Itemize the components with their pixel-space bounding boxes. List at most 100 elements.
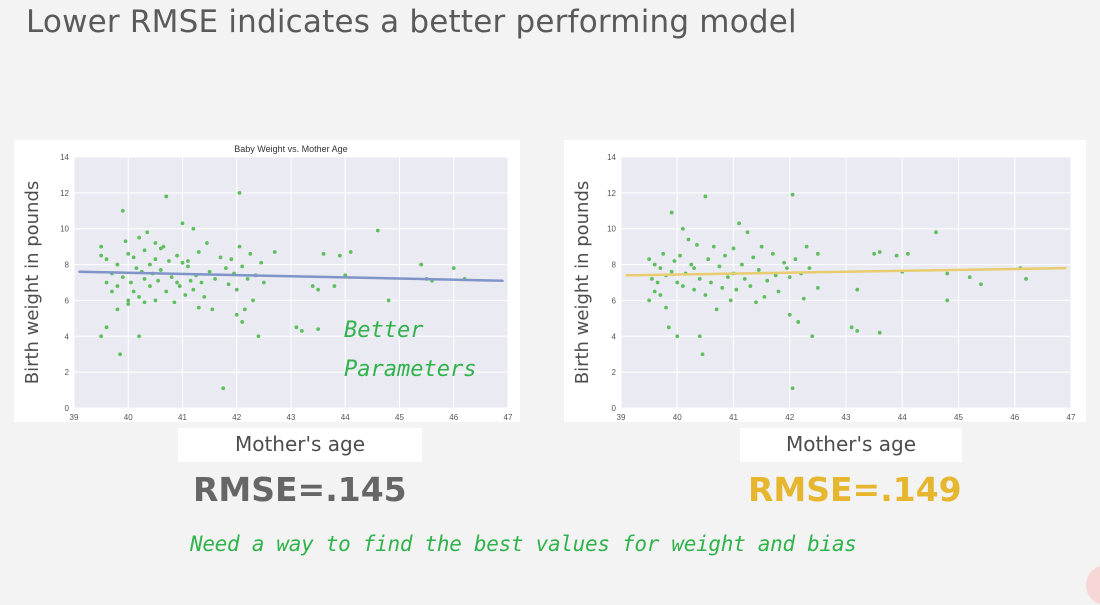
data-point	[692, 266, 697, 271]
x-tick-label: 39	[617, 413, 626, 422]
data-point	[697, 277, 702, 281]
data-point	[175, 280, 179, 285]
data-point	[717, 264, 722, 269]
fit-line	[78, 270, 504, 282]
x-tick-label: 47	[504, 413, 513, 422]
data-point	[115, 262, 120, 267]
data-point	[131, 255, 136, 260]
data-point	[451, 266, 456, 271]
y-tick-label: 6	[612, 296, 617, 305]
data-point	[183, 293, 188, 297]
data-point	[126, 251, 131, 256]
x-tick-label: 44	[341, 413, 350, 422]
data-point	[655, 280, 660, 285]
data-point	[697, 334, 702, 339]
y-tick-label: 4	[612, 332, 617, 341]
data-point	[675, 280, 680, 285]
data-point	[686, 237, 691, 242]
data-point	[126, 298, 131, 303]
data-point	[245, 277, 250, 281]
data-point	[652, 289, 657, 294]
x-tick-label: 46	[1010, 413, 1019, 422]
data-point	[386, 298, 391, 303]
data-point	[145, 230, 150, 235]
data-point	[945, 271, 950, 276]
data-point	[855, 287, 860, 292]
data-point	[205, 241, 209, 245]
y-tick-label: 14	[607, 153, 616, 162]
data-point	[967, 275, 972, 280]
data-point	[689, 262, 694, 267]
data-point	[164, 289, 169, 294]
y-tick-label: 8	[65, 261, 70, 270]
data-point	[242, 307, 247, 312]
data-point	[782, 260, 787, 265]
data-point	[240, 320, 245, 324]
data-point	[175, 253, 179, 258]
data-point	[669, 269, 674, 274]
y-axis-label: Birth weight in pounds	[572, 181, 593, 385]
data-point	[714, 307, 719, 312]
data-point	[734, 287, 739, 292]
data-point	[104, 280, 109, 285]
data-point	[259, 260, 264, 265]
data-point	[801, 296, 806, 301]
data-point	[658, 266, 663, 271]
data-point	[945, 298, 950, 303]
data-point	[815, 285, 820, 290]
data-point	[695, 242, 699, 247]
data-point	[164, 194, 169, 199]
data-point	[186, 259, 190, 263]
data-point	[762, 294, 767, 299]
data-point	[815, 251, 820, 256]
data-point	[272, 250, 277, 254]
x-tick-label: 41	[178, 413, 187, 422]
data-point	[658, 293, 663, 297]
data-point	[142, 300, 147, 305]
data-point	[234, 312, 239, 317]
data-point	[1024, 277, 1028, 281]
x-tick-label: 44	[898, 413, 907, 422]
x-tick-label: 41	[729, 413, 738, 422]
data-point	[134, 266, 139, 271]
x-tick-label: 45	[954, 413, 963, 422]
data-point	[180, 221, 185, 226]
data-point	[703, 293, 708, 297]
corner-accent	[1086, 565, 1100, 605]
y-tick-label: 12	[60, 189, 69, 198]
data-point	[703, 194, 708, 199]
data-point	[664, 305, 668, 310]
data-point	[790, 192, 795, 197]
data-point	[213, 277, 217, 281]
data-point	[666, 325, 671, 330]
data-point	[894, 253, 899, 258]
slide-title: Lower RMSE indicates a better performing…	[26, 4, 797, 40]
data-point	[188, 278, 193, 283]
data-point	[742, 277, 747, 281]
data-point	[153, 257, 158, 262]
data-point	[153, 298, 158, 303]
data-point	[120, 208, 125, 213]
data-point	[661, 251, 666, 256]
data-point	[142, 248, 147, 253]
y-tick-label: 10	[607, 225, 616, 234]
chart-right: 39 40 41 42 43 44 45 46 47 0 2 4 6 8 10 12 14 Birth weigh…	[564, 140, 1086, 422]
data-point	[756, 268, 761, 272]
y-tick-label: 6	[65, 296, 70, 305]
data-point	[148, 284, 152, 288]
data-point	[979, 282, 983, 287]
data-point	[669, 210, 674, 215]
data-point	[785, 266, 789, 271]
data-point	[104, 325, 109, 330]
data-point	[711, 244, 716, 249]
data-point	[123, 239, 128, 244]
data-point	[99, 334, 104, 339]
x-tick-label: 42	[232, 413, 241, 422]
data-point	[751, 255, 756, 260]
x-tick-label: 45	[395, 413, 404, 422]
data-point	[156, 278, 160, 283]
data-point	[196, 250, 201, 254]
data-point	[725, 275, 730, 280]
